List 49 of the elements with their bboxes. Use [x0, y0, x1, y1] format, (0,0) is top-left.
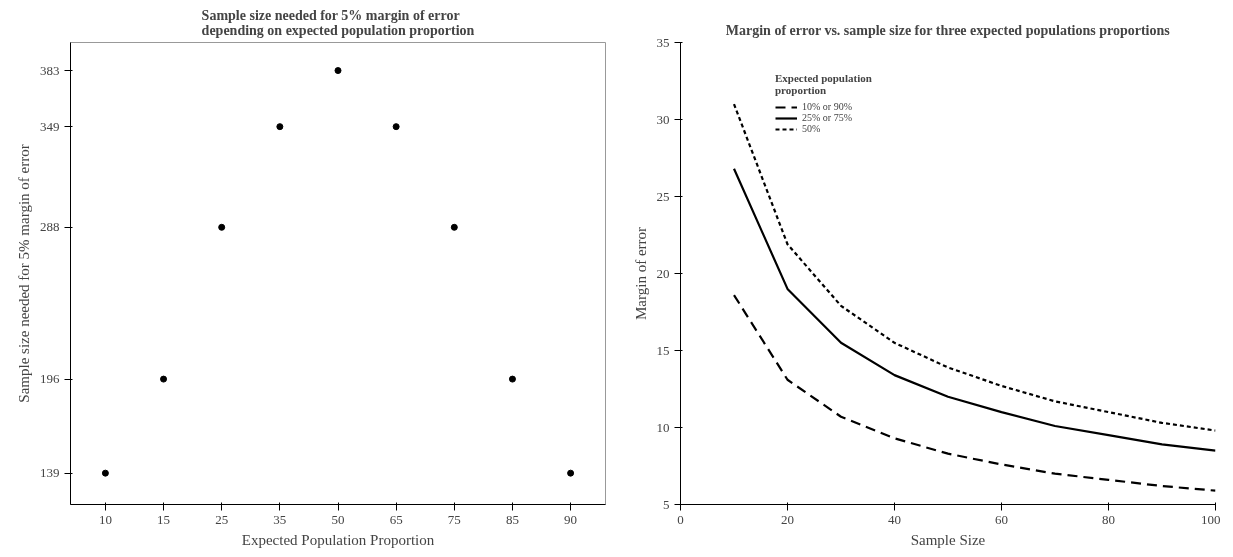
legend-label: 25% or 75%: [802, 112, 852, 123]
line-series: [732, 167, 1216, 452]
y-tick-label: 383: [40, 62, 60, 78]
point: [567, 469, 575, 477]
y-tick-label: 25: [656, 188, 670, 204]
x-tick-label: 80: [1102, 511, 1115, 527]
x-tick-label: 60: [995, 511, 1008, 527]
x-tick-label: 100: [1201, 511, 1221, 527]
point: [334, 67, 342, 75]
x-tick-label: 20: [781, 511, 794, 527]
y-axis-title: Sample size needed for 5% margin of error: [16, 144, 32, 403]
x-axis-title: Expected Population Proportion: [241, 531, 435, 548]
y-tick-label: 20: [656, 265, 670, 281]
point: [101, 469, 109, 477]
x-tick-label: 85: [505, 511, 519, 527]
y-tick-label: 349: [40, 118, 60, 134]
point: [508, 375, 516, 383]
y-tick-label: 139: [40, 465, 60, 481]
x-tick-label: 35: [273, 511, 287, 527]
y-tick-label: 196: [40, 371, 60, 387]
point: [450, 223, 458, 231]
y-tick-label: 5: [663, 496, 670, 512]
point: [218, 223, 226, 231]
x-tick-label: 0: [677, 511, 684, 527]
x-tick-label: 90: [564, 511, 578, 527]
x-tick-label: 10: [98, 511, 112, 527]
x-tick-label: 15: [157, 511, 171, 527]
legend-label: 50%: [802, 123, 822, 134]
legend-label: 10% or 90%: [802, 101, 852, 112]
x-tick-label: 65: [389, 511, 403, 527]
chart-title: Margin of error vs. sample size for three expected populations proportions: [725, 22, 1171, 38]
x-tick-label: 75: [447, 511, 461, 527]
chart-title: Sample size needed for 5% margin of error depending on expected population proportion: [201, 7, 475, 38]
y-axis-title: Margin of error: [632, 226, 649, 321]
y-tick-label: 15: [656, 342, 670, 358]
x-tick-label: 50: [331, 511, 345, 527]
line-series: [732, 293, 1216, 492]
point: [392, 123, 400, 131]
x-tick-label: 40: [888, 511, 901, 527]
x-tick-label: 25: [215, 511, 229, 527]
y-tick-label: 35: [656, 34, 670, 50]
y-tick-label: 10: [656, 419, 670, 435]
point: [160, 375, 168, 383]
x-axis-title: Sample Size: [910, 531, 986, 548]
line-series: [732, 103, 1216, 432]
legend-title: Expected population proportion: [775, 72, 872, 96]
y-tick-label: 288: [40, 219, 60, 235]
y-tick-label: 30: [656, 111, 670, 127]
point: [276, 123, 284, 131]
